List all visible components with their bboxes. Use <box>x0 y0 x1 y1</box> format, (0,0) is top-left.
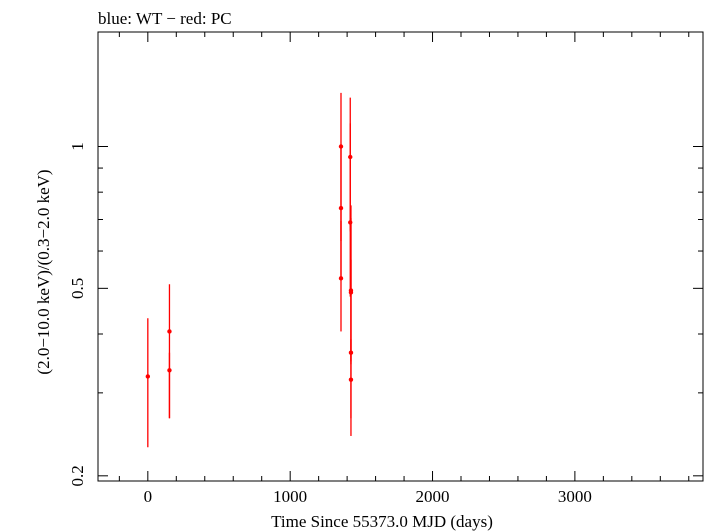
data-series-pc <box>145 92 354 448</box>
plot-frame <box>97 31 704 482</box>
data-point <box>348 220 353 225</box>
x-axis-ticks: 0 1000 2000 3000 <box>118 32 690 506</box>
y-axis-label: (2.0−10.0 keV)/(0.3−2.0 keV) <box>34 169 53 374</box>
x-axis-label: Time Since 55373.0 MJD (days) <box>271 512 493 531</box>
x-tick-label: 1000 <box>273 487 307 506</box>
data-point <box>167 329 172 334</box>
data-point <box>167 368 172 373</box>
y-tick-label: 1 <box>68 142 87 151</box>
x-tick-label: 3000 <box>558 487 592 506</box>
data-point <box>338 276 344 281</box>
y-tick-label: 0.5 <box>68 278 87 299</box>
y-axis-ticks: 0.2 0.5 1 <box>68 142 703 486</box>
x-tick-label: 2000 <box>416 487 450 506</box>
data-point <box>348 377 354 382</box>
y-tick-label: 0.2 <box>68 465 87 486</box>
x-tick-label: 0 <box>144 487 153 506</box>
chart-title: blue: WT − red: PC <box>98 9 232 28</box>
data-point <box>145 374 151 379</box>
data-point <box>338 205 344 211</box>
